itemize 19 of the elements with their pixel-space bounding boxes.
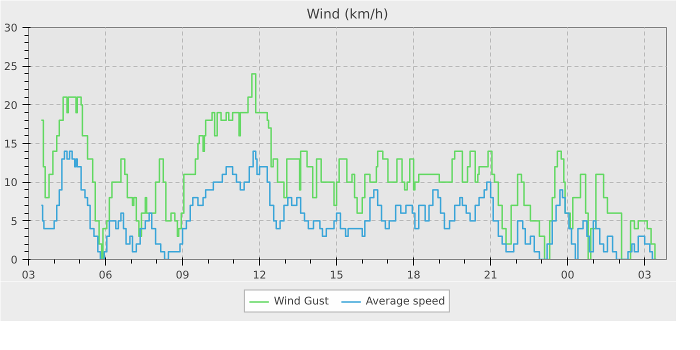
x-tick-label: 09 [176, 268, 190, 282]
x-tick-label: 15 [330, 268, 344, 282]
y-tick-label: 30 [4, 22, 18, 34]
x-tick-label: 03 [638, 268, 652, 282]
legend-label: Wind Gust [274, 294, 329, 308]
x-tick-label: 03 [22, 268, 36, 282]
legend-label: Average speed [366, 294, 446, 308]
x-tick-label: 06 [98, 268, 113, 282]
y-tick-label: 5 [10, 214, 18, 228]
x-tick-label: 18 [406, 268, 421, 282]
x-tick-label: 12 [252, 268, 266, 282]
x-tick-label: 00 [560, 268, 575, 282]
y-tick-label: 20 [4, 98, 18, 112]
y-tick-label: 15 [4, 138, 18, 150]
y-tick-label: 0 [10, 254, 18, 266]
chart-title: Wind (km/h) [306, 8, 388, 22]
y-tick-label: 25 [4, 60, 18, 74]
y-tick-label: 10 [4, 176, 18, 190]
x-tick-label: 21 [484, 268, 498, 282]
